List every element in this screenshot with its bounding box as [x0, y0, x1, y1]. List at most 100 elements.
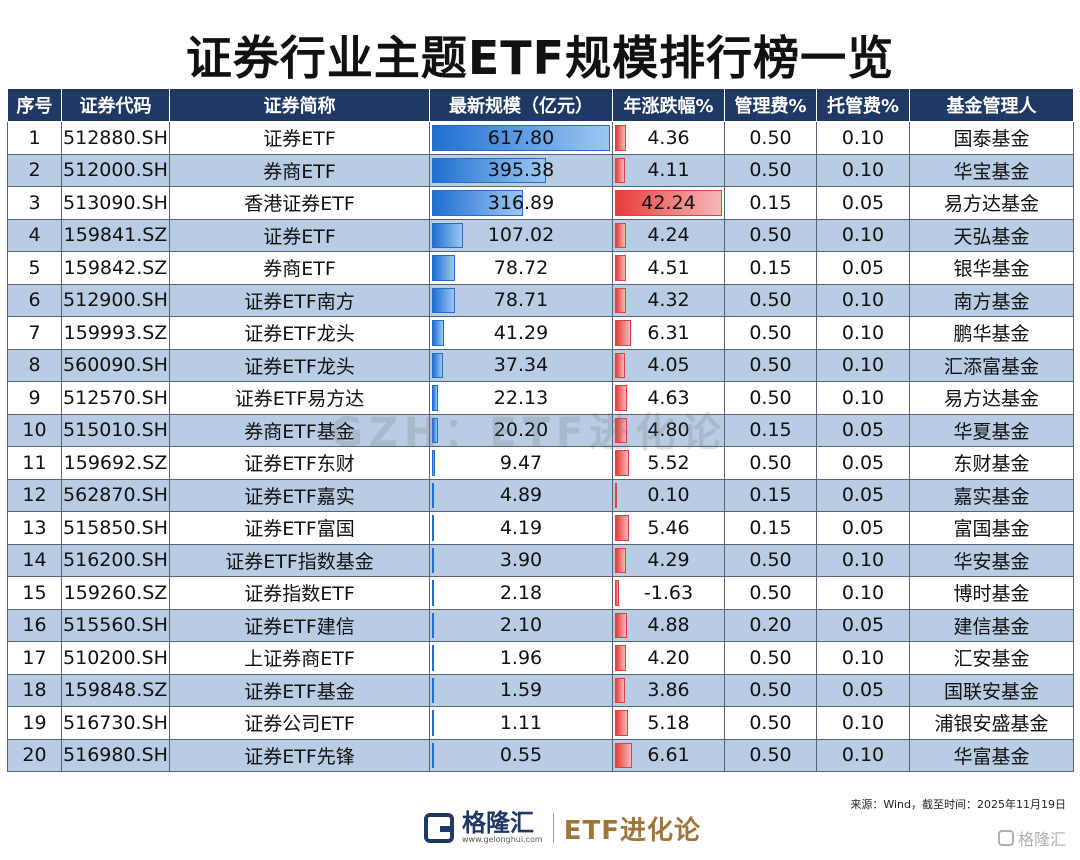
cell-manager: 东财基金 — [909, 446, 1074, 480]
cell-custody-fee: 0.10 — [816, 316, 910, 350]
cell-manager: 富国基金 — [909, 511, 1074, 545]
cell-custody-fee-text: 0.10 — [841, 386, 885, 409]
cell-manager: 浦银安盛基金 — [909, 706, 1074, 740]
cell-change: 4.63 — [612, 381, 725, 415]
cell-custody-fee-text: 0.05 — [841, 191, 885, 214]
change-bar — [615, 742, 632, 768]
cell-rank-text: 9 — [28, 386, 41, 409]
cell-code-text: 159692.SZ — [63, 451, 168, 474]
cell-manager-text: 鹏华基金 — [953, 323, 1030, 346]
table-header-row: 序号 证券代码 证券简称 最新规模（亿元） 年涨跌幅% 管理费% 托管费% 基金… — [7, 88, 1074, 122]
cell-rank: 16 — [7, 608, 62, 642]
cell-rank-text: 7 — [28, 321, 41, 344]
change-bar-track — [615, 255, 722, 281]
cell-mgmt-fee: 0.50 — [724, 121, 817, 155]
change-bar — [615, 190, 722, 216]
cell-change-text: 5.18 — [647, 711, 690, 734]
cell-mgmt-fee-text: 0.50 — [749, 159, 792, 182]
cell-mgmt-fee-text: 0.15 — [749, 256, 792, 279]
header-custody-fee: 托管费% — [816, 88, 910, 122]
table-row: 9 512570.SH 证券ETF易方达 22.13 4.63 0.50 0.10 易方达基金 — [7, 381, 1074, 415]
scale-bar-track — [432, 417, 610, 443]
cell-name-text: 上证券商ETF — [244, 648, 355, 671]
cell-code: 516980.SH — [61, 738, 170, 772]
cell-manager-text: 华夏基金 — [953, 420, 1030, 443]
cell-scale: 2.18 — [429, 576, 613, 610]
table-row: 13 515850.SH 证券ETF富国 4.19 5.46 0.15 0.05 富国基金 — [7, 511, 1074, 545]
cell-manager: 华夏基金 — [909, 413, 1074, 447]
cell-name: 证券ETF先锋 — [169, 738, 430, 772]
change-bar — [615, 482, 617, 508]
cell-code: 512570.SH — [61, 381, 170, 415]
brand-tagline: ETF进化论 — [563, 815, 701, 846]
cell-code: 562870.SH — [61, 478, 170, 512]
scale-bar — [432, 515, 434, 541]
cell-change-text: 6.31 — [647, 321, 690, 344]
cell-code-text: 512570.SH — [63, 386, 168, 409]
cell-scale: 1.59 — [429, 673, 613, 707]
cell-change: 4.88 — [612, 608, 725, 642]
cell-mgmt-fee: 0.15 — [724, 478, 817, 512]
scale-bar — [432, 287, 455, 313]
cell-custody-fee: 0.10 — [816, 706, 910, 740]
cell-mgmt-fee-text: 0.15 — [749, 191, 792, 214]
cell-change: 3.86 — [612, 673, 725, 707]
cell-custody-fee: 0.10 — [816, 381, 910, 415]
cell-custody-fee-text: 0.10 — [841, 581, 885, 604]
cell-rank-text: 14 — [22, 549, 47, 572]
scale-bar — [432, 417, 438, 443]
cell-change: 0.10 — [612, 478, 725, 512]
cell-custody-fee: 0.05 — [816, 608, 910, 642]
cell-name-text: 证券ETF东财 — [244, 453, 355, 476]
scale-bar-track — [432, 385, 610, 411]
table-row: 3 513090.SH 香港证券ETF 316.89 42.24 0.15 0.05 易方达基… — [7, 186, 1074, 220]
change-bar — [615, 287, 626, 313]
cell-name-text: 证券ETF易方达 — [234, 388, 365, 411]
cell-manager-text: 易方达基金 — [943, 193, 1039, 216]
cell-change: 4.11 — [612, 153, 725, 187]
cell-code-text: 512000.SH — [63, 159, 168, 182]
cell-scale-text: 78.71 — [493, 289, 549, 312]
cell-change-text: 4.24 — [647, 224, 690, 247]
cell-custody-fee: 0.05 — [816, 511, 910, 545]
cell-code-text: 560090.SH — [63, 354, 168, 377]
cell-custody-fee-text: 0.10 — [841, 646, 885, 669]
cell-change-text: 4.20 — [647, 646, 690, 669]
cell-scale-text: 1.96 — [499, 646, 543, 669]
change-bar-track — [615, 417, 722, 443]
cell-manager-text: 南方基金 — [953, 290, 1030, 313]
cell-rank-text: 8 — [28, 354, 41, 377]
cell-scale: 9.47 — [429, 446, 613, 480]
change-bar — [615, 677, 625, 703]
cell-custody-fee: 0.05 — [816, 478, 910, 512]
scale-bar — [432, 385, 439, 411]
cell-mgmt-fee-text: 0.50 — [749, 744, 792, 767]
scale-bar — [432, 612, 434, 638]
cell-name-text: 证券ETF富国 — [244, 518, 355, 541]
cell-manager: 汇添富基金 — [909, 348, 1074, 382]
cell-mgmt-fee: 0.50 — [724, 641, 817, 675]
cell-scale: 20.20 — [429, 413, 613, 447]
cell-mgmt-fee: 0.50 — [724, 543, 817, 577]
cell-code: 510200.SH — [61, 641, 170, 675]
cell-scale: 4.19 — [429, 511, 613, 545]
cell-manager: 南方基金 — [909, 283, 1074, 317]
footer-brand: 格隆汇 www.gelonghui.com ETF进化论 — [424, 808, 701, 848]
cell-rank-text: 10 — [22, 419, 47, 442]
cell-change-text: 4.11 — [647, 159, 690, 182]
scale-bar-track — [432, 450, 610, 476]
change-bar — [615, 710, 629, 736]
cell-change-text: 4.36 — [647, 126, 690, 149]
cell-custody-fee-text: 0.10 — [841, 321, 885, 344]
header-code: 证券代码 — [61, 88, 170, 122]
cell-code-text: 562870.SH — [63, 484, 168, 507]
change-bar-track — [615, 645, 722, 671]
cell-custody-fee: 0.10 — [816, 153, 910, 187]
cell-rank-text: 13 — [22, 516, 47, 539]
cell-change-text: 42.24 — [641, 191, 696, 214]
cell-name: 香港证券ETF — [169, 186, 430, 220]
cell-change: 4.20 — [612, 641, 725, 675]
cell-code: 512880.SH — [61, 121, 170, 155]
change-bar-track — [615, 190, 722, 216]
cell-name: 证券ETF易方达 — [169, 381, 430, 415]
